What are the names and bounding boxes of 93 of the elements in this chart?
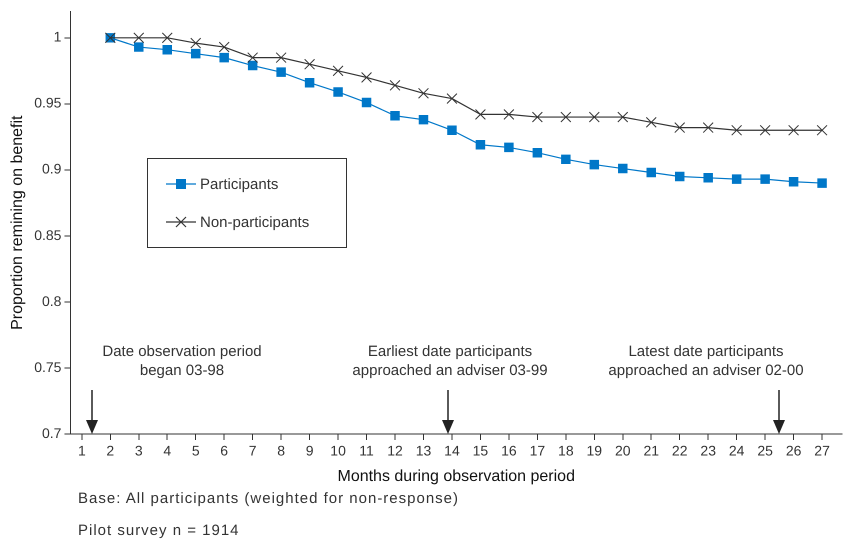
point — [390, 110, 400, 120]
point — [561, 154, 571, 164]
point — [446, 93, 458, 104]
point — [304, 78, 314, 88]
point — [816, 124, 828, 136]
x-tick-label: 9 — [306, 442, 314, 458]
x-tick-label: 3 — [134, 442, 143, 458]
point — [218, 42, 230, 53]
point — [190, 38, 202, 49]
point — [760, 124, 771, 136]
point — [248, 60, 258, 70]
x-tick-label: 8 — [277, 442, 286, 458]
x-tick-label: 12 — [387, 442, 404, 458]
text: Base: All participants (weighted for non-response) — [77, 490, 460, 508]
point — [361, 72, 372, 83]
x-tick-label: 24 — [728, 442, 745, 458]
y-tick-label: 0.9 — [42, 160, 62, 177]
x-tick-label: 4 — [163, 442, 172, 458]
y-tick-label: 0.95 — [34, 94, 62, 111]
point — [418, 88, 429, 99]
y-axis-title: Proportion remining on benefit — [9, 114, 26, 330]
point — [532, 112, 543, 122]
y-tick-label: 0.7 — [42, 424, 62, 441]
point — [362, 98, 372, 108]
point — [703, 173, 713, 183]
point — [276, 67, 286, 77]
point — [817, 178, 827, 188]
point — [162, 44, 172, 54]
point — [674, 172, 684, 182]
legend-label: Non-participants — [200, 214, 310, 230]
x-tick-label: 22 — [672, 442, 688, 458]
point — [788, 124, 800, 136]
point — [332, 65, 344, 76]
x-axis-title: Months during observation period — [337, 468, 575, 485]
point — [503, 108, 514, 120]
x-tick-label: 15 — [472, 442, 488, 458]
point — [134, 42, 144, 52]
point — [276, 52, 287, 64]
point — [732, 174, 742, 184]
x-tick-label: 26 — [786, 442, 802, 458]
point — [390, 80, 400, 91]
point — [474, 108, 486, 120]
y-tick-label: 0.85 — [34, 226, 62, 243]
x-tick-label: 6 — [220, 442, 228, 458]
point — [133, 32, 144, 44]
text: Pilot survey n = 1914 — [77, 522, 241, 540]
annotation: Earliest date participants approached an adviser 03-99 — [351, 342, 549, 380]
point — [788, 177, 798, 187]
point — [532, 148, 542, 158]
x-tick-label: 19 — [586, 442, 602, 458]
point — [646, 116, 657, 128]
y-tick-label: 0.75 — [34, 358, 62, 375]
x-tick-label: 14 — [444, 442, 460, 458]
x-tick-label: 7 — [248, 442, 257, 458]
point — [617, 112, 628, 122]
x-tick-label: 17 — [530, 442, 546, 458]
point — [162, 32, 173, 44]
point — [447, 126, 457, 135]
y-tick-label: 1 — [54, 28, 62, 45]
legend-label: Participants — [200, 176, 278, 192]
annotation: Date observation period began 03-98 — [102, 343, 262, 379]
point — [588, 112, 600, 122]
point — [560, 112, 572, 122]
point — [702, 122, 714, 134]
x-tick-label: 10 — [330, 442, 346, 458]
point — [247, 52, 258, 64]
point — [418, 114, 428, 124]
point — [219, 52, 229, 62]
annotation: Latest date participants approached an adviser 02-00 — [607, 342, 805, 380]
point — [646, 168, 656, 178]
point — [190, 48, 200, 58]
y-tick-label: 0.8 — [42, 292, 62, 309]
x-tick-label: 5 — [192, 442, 200, 458]
point — [476, 140, 486, 150]
point — [731, 124, 742, 136]
x-tick-label: 1 — [78, 442, 86, 458]
x-tick-label: 13 — [416, 442, 432, 458]
point — [333, 87, 343, 97]
point — [760, 174, 770, 184]
point — [304, 58, 316, 70]
point — [504, 142, 514, 152]
x-tick-label: 2 — [106, 442, 114, 458]
x-tick-label: 23 — [700, 442, 716, 458]
x-tick-label: 11 — [359, 442, 374, 458]
point — [618, 164, 628, 174]
x-tick-label: 18 — [558, 442, 574, 458]
x-tick-label: 25 — [757, 442, 774, 458]
x-tick-label: 27 — [814, 442, 830, 458]
x-tick-label: 20 — [614, 442, 631, 458]
x-tick-label: 21 — [643, 442, 660, 458]
x-tick-label: 16 — [501, 442, 517, 458]
point — [674, 122, 686, 134]
point — [590, 160, 600, 170]
